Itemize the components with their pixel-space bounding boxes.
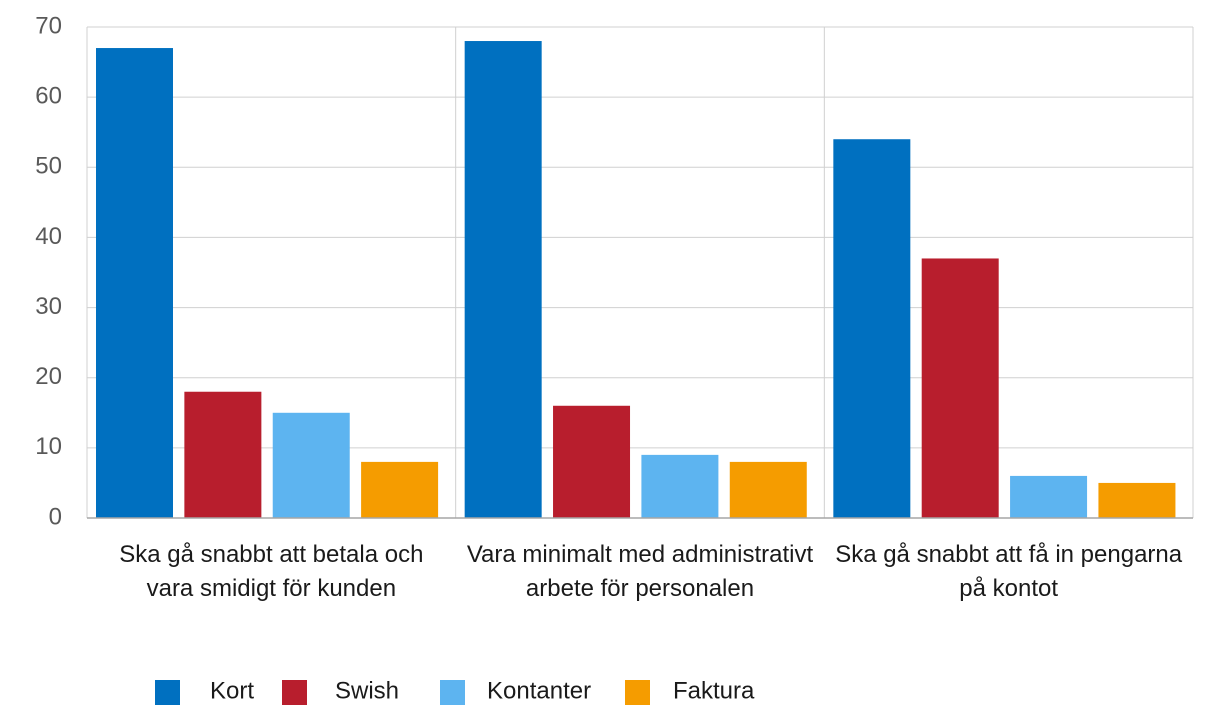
bar xyxy=(1010,475,1088,518)
legend-label: Swish xyxy=(335,677,399,704)
bar xyxy=(921,258,999,518)
bar xyxy=(833,139,911,518)
bar xyxy=(729,461,807,518)
y-tick-label: 40 xyxy=(35,223,62,250)
bar xyxy=(361,461,439,518)
x-tick-label: Ska gå snabbt att få in pengarna på kont… xyxy=(835,541,1183,602)
bar xyxy=(184,391,262,518)
bar xyxy=(464,41,542,519)
legend-label: Kontanter xyxy=(487,677,591,704)
y-tick-label: 30 xyxy=(35,293,62,320)
y-tick-label: 0 xyxy=(49,503,62,530)
y-tick-label: 70 xyxy=(35,12,62,39)
legend-swatch xyxy=(440,680,465,705)
bar xyxy=(641,454,719,518)
legend-label: Faktura xyxy=(673,677,755,704)
bar xyxy=(96,48,173,519)
x-tick-label: Ska gå snabbt att betala och vara smidig… xyxy=(119,541,424,602)
bar xyxy=(1098,482,1176,518)
x-tick-label: Vara minimalt med administrativt arbete … xyxy=(466,541,814,602)
y-tick-label: 50 xyxy=(35,153,62,180)
y-tick-label: 10 xyxy=(35,433,62,460)
legend-label: Kort xyxy=(210,677,254,704)
bar xyxy=(272,412,350,518)
bar xyxy=(553,405,631,518)
legend-swatch xyxy=(155,680,180,705)
y-tick-label: 60 xyxy=(35,82,62,109)
legend-swatch xyxy=(282,680,307,705)
y-tick-label: 20 xyxy=(35,363,62,390)
legend-swatch xyxy=(625,680,650,705)
